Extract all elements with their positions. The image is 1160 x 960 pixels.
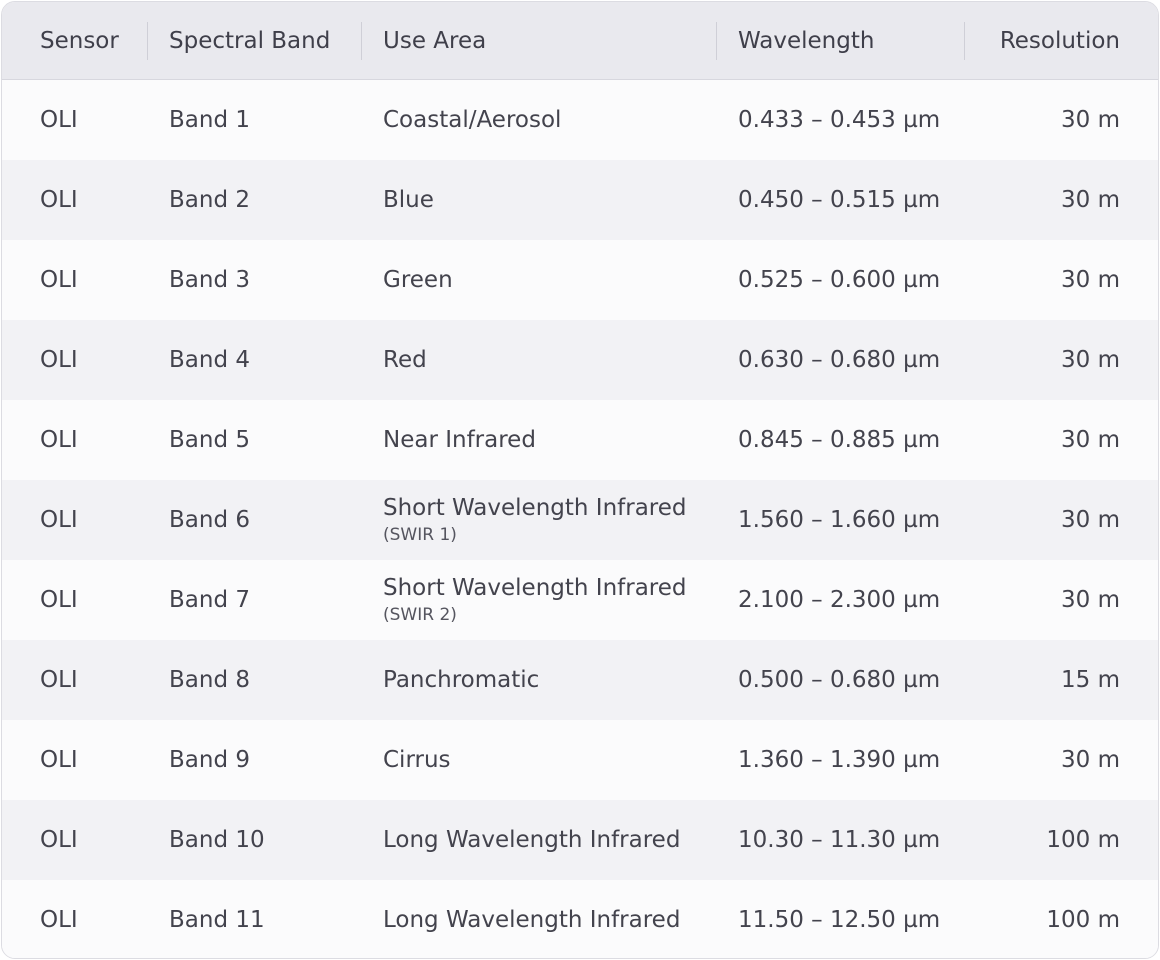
cell-spectral-band: Band 8 — [169, 667, 250, 693]
use-area-label: Long Wavelength Infrared — [383, 827, 681, 853]
use-area-text: Cirrus — [383, 747, 451, 773]
cell-wavelength: 0.630 – 0.680 µm — [738, 347, 941, 373]
cell-sensor: OLI — [40, 427, 78, 453]
table-row[interactable]: OLI Band 11 Long Wavelength Infrared 11.50 … — [2, 880, 1158, 958]
table-header-row: Sensor Spectral Band Use Area Wavelength… — [2, 2, 1158, 80]
cell-resolution: 100 m — [1046, 827, 1120, 853]
cell-spectral-band: Band 4 — [169, 347, 250, 373]
cell-resolution: 100 m — [1046, 907, 1120, 933]
column-header-sensor[interactable]: Sensor — [2, 2, 148, 80]
cell-use-area: Blue — [362, 160, 717, 240]
cell-wavelength: 0.525 – 0.600 µm — [738, 267, 941, 293]
cell-use-area: Long Wavelength Infrared — [362, 880, 717, 958]
use-area-text: Long Wavelength Infrared — [383, 827, 680, 853]
cell-spectral-band: Band 9 — [169, 747, 250, 773]
cell-sensor: OLI — [40, 587, 78, 613]
use-area-label: Short Wavelength Infrared — [383, 575, 687, 601]
cell-use-area: Short Wavelength Infrared (SWIR 2) — [362, 560, 717, 640]
cell-wavelength: 11.50 – 12.50 µm — [738, 907, 941, 933]
table-row[interactable]: OLI Band 4 Red 0.630 – 0.680 µm 30 m — [2, 320, 1158, 400]
use-area-label: Near Infrared — [383, 427, 536, 453]
cell-spectral-band: Band 6 — [169, 507, 250, 533]
cell-resolution: 30 m — [1061, 187, 1120, 213]
cell-spectral-band: Band 11 — [169, 907, 265, 933]
cell-sensor: OLI — [40, 107, 78, 133]
cell-use-area: Coastal/Aerosol — [362, 80, 717, 160]
cell-spectral-band: Band 3 — [169, 267, 250, 293]
table-row[interactable]: OLI Band 8 Panchromatic 0.500 – 0.680 µm 15 … — [2, 640, 1158, 720]
cell-wavelength: 0.845 – 0.885 µm — [738, 427, 941, 453]
use-area-label: Short Wavelength Infrared — [383, 495, 687, 521]
cell-sensor: OLI — [40, 347, 78, 373]
table-row[interactable]: OLI Band 9 Cirrus 1.360 – 1.390 µm 30 m — [2, 720, 1158, 800]
use-area-label: Green — [383, 267, 453, 293]
use-area-text: Near Infrared — [383, 427, 536, 453]
use-area-sublabel: (SWIR 2) — [383, 605, 457, 625]
cell-spectral-band: Band 1 — [169, 107, 250, 133]
cell-resolution: 30 m — [1061, 587, 1120, 613]
use-area-text: Red — [383, 347, 427, 373]
cell-resolution: 30 m — [1061, 267, 1120, 293]
cell-resolution: 30 m — [1061, 747, 1120, 773]
cell-spectral-band: Band 10 — [169, 827, 265, 853]
cell-wavelength: 0.450 – 0.515 µm — [738, 187, 941, 213]
cell-spectral-band: Band 7 — [169, 587, 250, 613]
cell-sensor: OLI — [40, 827, 78, 853]
column-header-wavelength[interactable]: Wavelength — [717, 2, 965, 80]
cell-sensor: OLI — [40, 507, 78, 533]
table-body: OLI Band 1 Coastal/Aerosol 0.433 – 0.453 µm… — [2, 80, 1158, 958]
use-area-text: Short Wavelength Infrared (SWIR 1) — [383, 495, 687, 545]
cell-wavelength: 1.360 – 1.390 µm — [738, 747, 941, 773]
cell-use-area: Green — [362, 240, 717, 320]
use-area-label: Panchromatic — [383, 667, 540, 693]
cell-wavelength: 1.560 – 1.660 µm — [738, 507, 941, 533]
cell-spectral-band: Band 2 — [169, 187, 250, 213]
table-row[interactable]: OLI Band 3 Green 0.525 – 0.600 µm 30 m — [2, 240, 1158, 320]
use-area-text: Long Wavelength Infrared — [383, 907, 680, 933]
use-area-text: Panchromatic — [383, 667, 539, 693]
cell-sensor: OLI — [40, 187, 78, 213]
use-area-label: Red — [383, 347, 427, 373]
cell-wavelength: 0.433 – 0.453 µm — [738, 107, 941, 133]
table-row[interactable]: OLI Band 10 Long Wavelength Infrared 10.30 … — [2, 800, 1158, 880]
cell-wavelength: 0.500 – 0.680 µm — [738, 667, 941, 693]
table-row[interactable]: OLI Band 2 Blue 0.450 – 0.515 µm 30 m — [2, 160, 1158, 240]
cell-resolution: 30 m — [1061, 507, 1120, 533]
use-area-text: Short Wavelength Infrared (SWIR 2) — [383, 575, 687, 625]
use-area-text: Coastal/Aerosol — [383, 107, 561, 133]
cell-use-area: Cirrus — [362, 720, 717, 800]
use-area-text: Green — [383, 267, 453, 293]
cell-sensor: OLI — [40, 667, 78, 693]
cell-wavelength: 2.100 – 2.300 µm — [738, 587, 941, 613]
cell-resolution: 15 m — [1061, 667, 1120, 693]
cell-resolution: 30 m — [1061, 347, 1120, 373]
column-header-spectral-band[interactable]: Spectral Band — [148, 2, 362, 80]
use-area-sublabel: (SWIR 1) — [383, 525, 457, 545]
cell-sensor: OLI — [40, 267, 78, 293]
cell-resolution: 30 m — [1061, 107, 1120, 133]
cell-sensor: OLI — [40, 907, 78, 933]
use-area-label: Long Wavelength Infrared — [383, 907, 681, 933]
table-row[interactable]: OLI Band 6 Short Wavelength Infrared (SWIR … — [2, 480, 1158, 560]
cell-sensor: OLI — [40, 747, 78, 773]
column-header-use-area[interactable]: Use Area — [362, 2, 717, 80]
cell-use-area: Near Infrared — [362, 400, 717, 480]
use-area-label: Coastal/Aerosol — [383, 107, 562, 133]
cell-use-area: Short Wavelength Infrared (SWIR 1) — [362, 480, 717, 560]
table-row[interactable]: OLI Band 7 Short Wavelength Infrared (SWIR … — [2, 560, 1158, 640]
cell-use-area: Panchromatic — [362, 640, 717, 720]
cell-wavelength: 10.30 – 11.30 µm — [738, 827, 941, 853]
table-row[interactable]: OLI Band 5 Near Infrared 0.845 – 0.885 µm 30… — [2, 400, 1158, 480]
cell-resolution: 30 m — [1061, 427, 1120, 453]
use-area-label: Cirrus — [383, 747, 451, 773]
table-row[interactable]: OLI Band 1 Coastal/Aerosol 0.433 – 0.453 µm… — [2, 80, 1158, 160]
use-area-label: Blue — [383, 187, 434, 213]
cell-spectral-band: Band 5 — [169, 427, 250, 453]
use-area-text: Blue — [383, 187, 434, 213]
cell-use-area: Red — [362, 320, 717, 400]
cell-use-area: Long Wavelength Infrared — [362, 800, 717, 880]
column-header-resolution[interactable]: Resolution — [999, 28, 1120, 54]
